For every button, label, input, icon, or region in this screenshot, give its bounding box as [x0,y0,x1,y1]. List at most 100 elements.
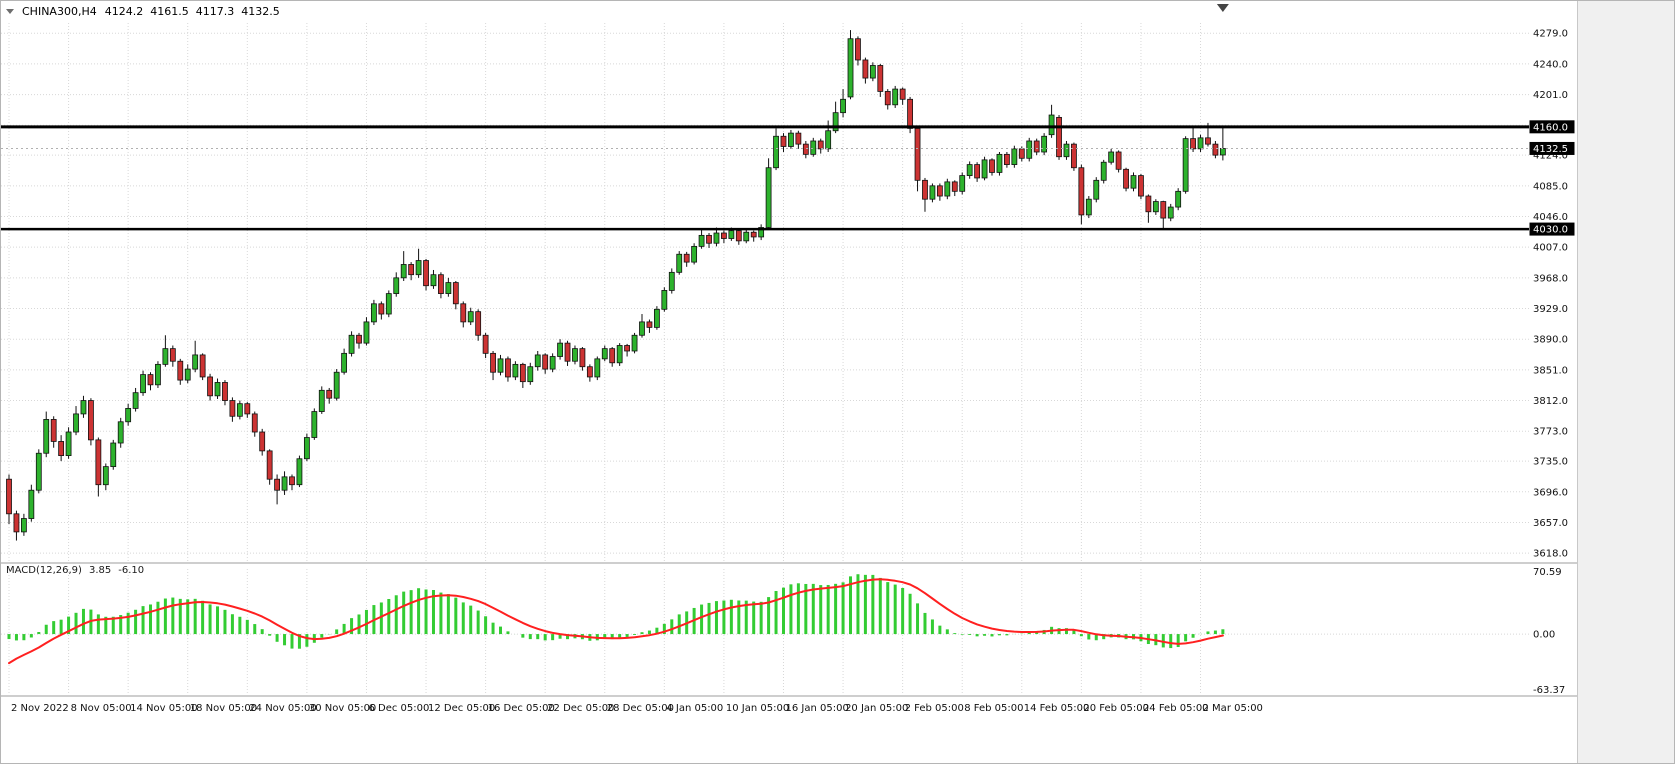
price-axis-label: 3812.0 [1533,396,1568,407]
candle-bull [393,277,400,294]
time-axis-label: 8 Feb 05:00 [964,703,1023,714]
indicator-name: MACD(12,26,9) [6,565,82,576]
candle-bull [512,363,519,378]
price-axis-label: 3657.0 [1533,518,1568,529]
candle-bull [765,167,772,228]
time-axis-label: 6 Dec 05:00 [368,703,429,714]
candle-bear [244,403,251,415]
price-axis-label: 4046.0 [1533,212,1568,223]
candle-bear [1138,175,1144,197]
candle-bull [743,231,750,242]
candle-bull [1182,138,1189,192]
candle-bull [125,408,132,423]
price-axis[interactable] [1529,1,1577,696]
candle-bull [184,368,191,381]
time-axis-label: 12 Dec 05:00 [428,703,495,714]
candle-bull [594,358,601,378]
candle-bear [408,264,415,276]
ohlc-open: 4124.2 [104,5,144,18]
candle-bear [356,334,362,344]
price-axis-label: 3890.0 [1533,335,1568,346]
macd-signal-line [8,578,1224,665]
candle-bull [363,321,370,344]
time-axis-label: 18 Nov 05:00 [190,703,257,714]
candle-bull [996,153,1003,173]
candle-bear [1190,138,1196,150]
current-price-tag [1529,141,1575,155]
candle-bull [758,227,765,238]
candle-bear [750,231,757,238]
candle-bear [735,230,742,242]
candle-bull [162,348,169,365]
chart-menu-arrow-icon[interactable] [6,9,14,14]
price-axis-label: 4007.0 [1533,243,1568,254]
candle-bear [884,91,891,106]
candle-bear [1071,143,1077,169]
candle-bull [698,234,705,247]
candle-bull [1048,114,1055,136]
candle-bull [892,88,899,106]
candle-bear [862,59,869,79]
candle-bull [110,442,117,468]
current-price-tag-text: 4132.5 [1533,144,1568,155]
hline-price-tag [1529,222,1575,236]
candle-bear [974,164,981,179]
candle-bear [147,374,154,386]
candle-bear [855,38,861,61]
candle-bull [80,400,87,415]
candle-bull [65,431,72,457]
candle-bear [88,400,94,441]
ohlc-close: 4132.5 [241,5,280,18]
candle-bear [1123,168,1129,189]
candle-bear [266,450,273,480]
candle-bear [274,478,280,491]
chart-shift-marker-icon [1216,4,1229,12]
candle-bear [251,413,258,433]
time-axis[interactable] [1,696,1577,764]
candle-bull [43,419,50,454]
candle-bull [155,363,161,386]
candle-bull [944,181,951,197]
hline-price-tag-text: 4160.0 [1533,122,1568,133]
candle-bull [1063,143,1070,158]
candle-bear [721,232,727,239]
candle-bear [899,88,906,100]
candle-bull [1093,179,1100,200]
candle-bear [1205,137,1211,145]
candle-bear [1018,148,1025,159]
time-axis-label: 24 Feb 05:00 [1143,703,1209,714]
candle-bear [259,431,266,452]
time-axis-label: 2 Nov 2022 [11,703,69,714]
candle-bull [371,303,377,323]
candle-bull [653,308,660,328]
candle-bear [936,185,943,197]
price-axis-label: 3773.0 [1533,427,1568,438]
candle-bear [378,303,385,315]
indicator-value-main: 3.85 [88,565,112,576]
candle-bull [1100,161,1107,181]
time-axis-label: 2 Mar 05:00 [1203,703,1263,714]
candle-bull [728,230,735,239]
candle-bear [1212,143,1219,156]
candle-bull [102,466,109,486]
candle-bull [1152,201,1159,213]
indicator-value-signal: -6.10 [118,565,145,576]
candle-bear [795,132,802,145]
candle-bull [557,342,563,357]
candle-bear [95,439,102,486]
price-axis-label: 3696.0 [1533,487,1568,498]
candle-bull [28,489,35,519]
candle-bear [438,274,444,294]
candle-bull [788,132,794,147]
candle-bull [966,164,973,176]
candle-bull [929,185,936,200]
candle-bear [50,419,57,442]
time-axis-label: 4 Jan 05:00 [666,703,723,714]
candle-bear [706,234,712,244]
candle-bear [482,334,489,354]
candle-bear [683,253,690,263]
candle-bear [475,311,482,336]
candle-bull [445,282,452,294]
price-axis-label: 3618.0 [1533,549,1568,560]
